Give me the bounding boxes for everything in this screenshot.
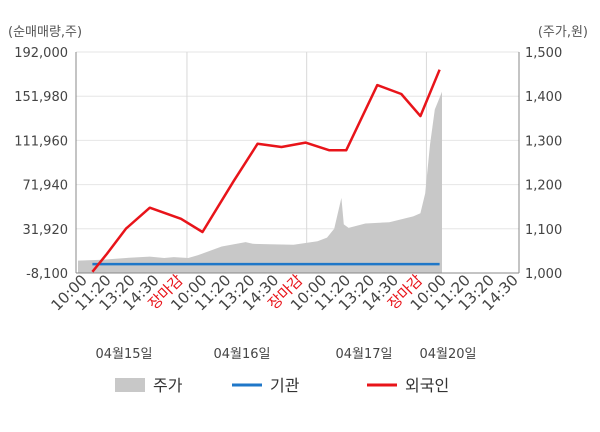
left-tick-label: 192,000 <box>14 46 68 61</box>
grid <box>76 51 519 274</box>
foreigner-line <box>91 69 441 273</box>
left-axis-unit: (순매매량,주) <box>8 25 82 40</box>
date-label: 04월20일 <box>419 347 476 362</box>
plot-frame <box>75 52 520 274</box>
legend-label: 외국인 <box>405 376 449 395</box>
legend-label: 기관 <box>270 376 300 395</box>
price-area <box>78 91 442 273</box>
date-label: 04월16일 <box>213 347 270 362</box>
date-label: 04월17일 <box>335 347 392 362</box>
date-labels: 04월15일 04월16일 04월17일 04월20일 <box>95 347 476 362</box>
right-tick-label: 1,100 <box>525 223 562 238</box>
right-tick-label: 1,300 <box>525 134 562 149</box>
right-tick-label: 1,200 <box>525 179 562 194</box>
series-lines <box>91 69 441 273</box>
date-label: 04월15일 <box>95 347 152 362</box>
right-tick-label: 1,500 <box>525 46 562 61</box>
legend-swatch-price <box>115 378 145 392</box>
left-tick-label: 151,980 <box>14 90 68 105</box>
right-tick-label: 1,400 <box>525 90 562 105</box>
legend-label: 주가 <box>153 376 183 395</box>
left-tick-label: 71,940 <box>23 179 69 194</box>
axes: (순매매량,주) (주가,원) 192,000 151,980 111,960 71,… <box>8 25 588 282</box>
time-axis-labels: 10:0011:2013:2014:30장마감10:0011:2013:2014… <box>48 271 522 314</box>
legend: 주가 기관 외국인 <box>115 376 449 395</box>
left-tick-label: 111,960 <box>14 134 68 149</box>
price-area-path <box>78 91 442 273</box>
left-tick-label: -8,100 <box>26 267 68 282</box>
right-axis-unit: (주가,원) <box>538 25 588 40</box>
left-tick-label: 31,920 <box>23 223 69 238</box>
right-tick-label: 1,000 <box>525 267 562 282</box>
